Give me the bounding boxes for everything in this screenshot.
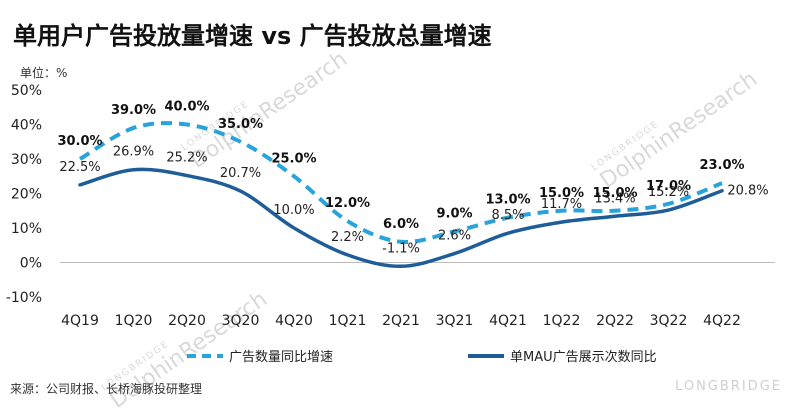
- data-label-ads: 40.0%: [164, 100, 209, 115]
- x-tick-label: 2Q20: [168, 313, 206, 329]
- x-tick-label: 4Q19: [61, 313, 99, 329]
- data-label-mau: 11.7%: [541, 197, 582, 212]
- data-label-ads: 15.0%: [539, 186, 584, 201]
- source-note: 来源：公司财报、长桥海豚投研整理: [10, 382, 203, 396]
- x-tick-label: 3Q20: [222, 313, 260, 329]
- y-tick-label: 30%: [11, 152, 42, 168]
- data-label-mau: 20.7%: [220, 166, 261, 181]
- data-label-ads: 35.0%: [218, 117, 263, 132]
- data-label-mau: 2.2%: [331, 230, 364, 245]
- x-tick-label: 4Q22: [703, 313, 741, 329]
- y-tick-label: 20%: [11, 187, 42, 203]
- x-tick-label: 4Q21: [489, 313, 527, 329]
- data-label-mau: 15.2%: [648, 185, 689, 200]
- series-line-ads: [78, 121, 723, 245]
- data-label-ads: 39.0%: [111, 103, 156, 118]
- legend-label-ads: 广告数量同比增速: [229, 350, 333, 365]
- line-chart: 50% 40% 30% 20% 10% 0% -10% 4Q19 1Q20 2Q20 3Q20 4Q2…: [6, 83, 775, 365]
- data-label-mau: 26.9%: [113, 145, 154, 160]
- data-label-mau: 13.4%: [594, 191, 635, 206]
- data-label-ads: 23.0%: [699, 158, 744, 173]
- y-tick-label: 50%: [11, 83, 42, 99]
- brand-watermark: LONGBRIDGE: [675, 379, 782, 394]
- y-tick-label: -10%: [6, 290, 42, 306]
- x-tick-label: 2Q21: [382, 313, 420, 329]
- unit-label: 单位：%: [20, 66, 68, 80]
- data-label-ads: 6.0%: [383, 217, 419, 232]
- data-label-mau: 25.2%: [166, 151, 207, 166]
- chart-title: 单用户广告投放量增速 vs 广告投放总量增速: [13, 22, 492, 50]
- x-tick-label: 3Q22: [650, 313, 688, 329]
- data-label-ads: 12.0%: [325, 196, 370, 211]
- y-tick-label: 0%: [20, 256, 42, 272]
- data-label-ads: 25.0%: [271, 151, 316, 166]
- data-label-mau: 2.6%: [438, 229, 471, 244]
- data-label-mau: 22.5%: [59, 160, 100, 175]
- data-label-mau: 8.5%: [491, 208, 524, 223]
- y-tick-label: 40%: [11, 118, 42, 134]
- x-tick-label: 1Q22: [543, 313, 581, 329]
- data-label-ads: 30.0%: [57, 134, 102, 149]
- x-tick-label: 4Q20: [275, 313, 313, 329]
- legend-label-mau: 单MAU广告展示次数同比: [510, 349, 657, 365]
- series-line-mau: [78, 167, 724, 269]
- data-label-ads: 17.0%: [646, 179, 691, 194]
- x-tick-label: 1Q21: [329, 313, 367, 329]
- data-label-mau: 20.8%: [727, 184, 768, 199]
- data-label-mau: 10.0%: [273, 203, 314, 218]
- x-tick-label: 1Q20: [115, 313, 153, 329]
- data-label-mau: -1.1%: [382, 241, 420, 256]
- data-label-ads: 9.0%: [436, 206, 472, 221]
- data-label-ads: 13.0%: [485, 193, 530, 208]
- x-tick-label: 2Q22: [596, 313, 634, 329]
- data-label-ads: 15.0%: [592, 186, 637, 201]
- y-tick-label: 10%: [11, 221, 42, 237]
- x-tick-label: 3Q21: [436, 313, 474, 329]
